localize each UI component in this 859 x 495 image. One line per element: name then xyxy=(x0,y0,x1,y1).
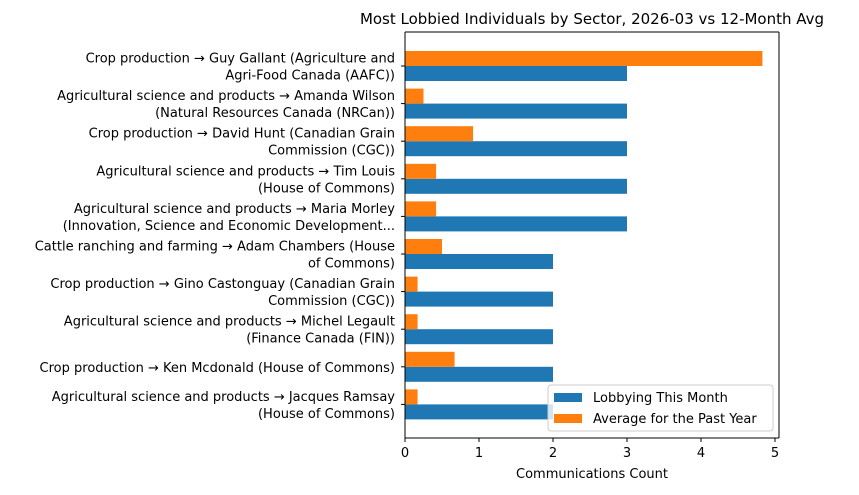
bar-past-year-avg xyxy=(405,239,442,254)
bar-this-month xyxy=(405,366,553,382)
bar-past-year-avg xyxy=(405,314,418,330)
legend-swatch xyxy=(554,414,582,423)
legend-label: Average for the Past Year xyxy=(593,412,757,427)
y-tick-label: Agricultural science and products → Jacq… xyxy=(52,390,396,405)
y-tick-label: Crop production → David Hunt (Canadian G… xyxy=(89,127,395,142)
y-tick-label: Agricultural science and products → Mari… xyxy=(74,202,395,217)
bar-past-year-avg xyxy=(405,51,763,66)
legend: Lobbying This Month Average for the Past … xyxy=(547,384,774,432)
bar-past-year-avg xyxy=(405,126,474,142)
y-tick-label: Commission (CGC)) xyxy=(268,144,395,159)
legend-label: Lobbying This Month xyxy=(593,391,728,406)
y-tick-label: Agricultural science and products → Aman… xyxy=(57,89,395,104)
y-tick-label: Crop production → Gino Castonguay (Canad… xyxy=(50,277,395,292)
bar-this-month xyxy=(405,216,627,232)
bar-this-month xyxy=(405,254,553,269)
bar-this-month xyxy=(405,291,553,307)
y-tick-label: (House of Commons) xyxy=(258,407,395,422)
bar-past-year-avg xyxy=(405,163,437,179)
y-tick-label: Agricultural science and products → Tim … xyxy=(96,164,395,179)
y-tick-label: of Commons) xyxy=(308,257,395,272)
y-tick-label: (Innovation, Science and Economic Develo… xyxy=(63,219,395,234)
bar-past-year-avg xyxy=(405,276,418,292)
x-tick-label: 1 xyxy=(475,446,483,461)
legend-frame xyxy=(547,384,774,432)
y-tick-label: Commission (CGC)) xyxy=(268,294,395,309)
bar-past-year-avg xyxy=(405,389,418,405)
y-tick-label: (Finance Canada (FIN)) xyxy=(246,332,395,347)
x-tick-label: 2 xyxy=(549,446,557,461)
y-tick-label: Cattle ranching and farming → Adam Chamb… xyxy=(35,240,395,255)
bar-this-month xyxy=(405,329,553,345)
bar-past-year-avg xyxy=(405,351,455,367)
bar-this-month xyxy=(405,404,553,420)
bar-this-month xyxy=(405,178,627,194)
y-tick-label: (House of Commons) xyxy=(258,181,395,196)
bar-this-month xyxy=(405,103,627,119)
x-axis-label: Communications Count xyxy=(516,467,668,482)
bar-this-month xyxy=(405,66,627,81)
y-tick-label: (Natural Resources Canada (NRCan)) xyxy=(155,106,395,121)
x-tick-label: 5 xyxy=(771,446,779,461)
x-tick-label: 4 xyxy=(697,446,705,461)
bar-this-month xyxy=(405,141,627,157)
bar-past-year-avg xyxy=(405,201,437,217)
x-tick-label: 0 xyxy=(401,446,409,461)
x-tick-label: 3 xyxy=(623,446,631,461)
y-tick-label: Agricultural science and products → Mich… xyxy=(64,315,395,330)
legend-swatch xyxy=(554,393,582,402)
y-tick-label: Agri-Food Canada (AAFC)) xyxy=(225,69,395,84)
y-tick-label: Crop production → Ken Mcdonald (House of… xyxy=(40,361,395,376)
chart-title: Most Lobbied Individuals by Sector, 2026… xyxy=(360,10,824,28)
y-tick-label: Crop production → Guy Gallant (Agricultu… xyxy=(86,52,395,67)
bar-past-year-avg xyxy=(405,88,424,104)
